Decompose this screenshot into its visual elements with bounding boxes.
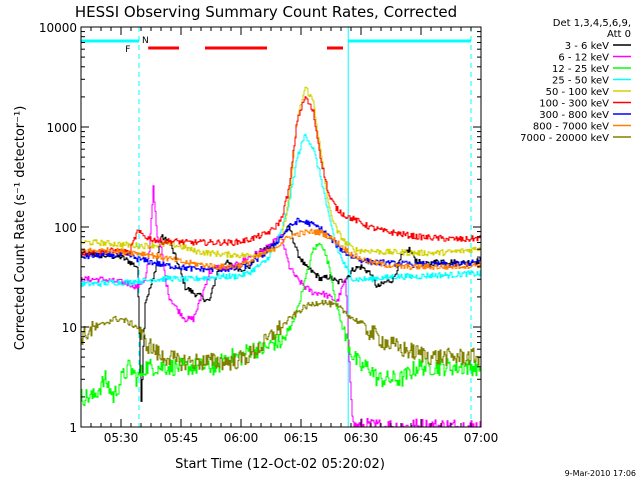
- chart-title: HESSI Observing Summary Count Rates, Cor…: [75, 3, 457, 21]
- legend-entry-label: 7000 - 20000 keV: [520, 133, 609, 144]
- footer-timestamp: 9-Mar-2010 17:06: [565, 469, 636, 478]
- x-tick-label: 05:45: [164, 431, 199, 445]
- series-layer: [81, 86, 481, 427]
- y-axis-label: Corrected Count Rate (s⁻¹ detector⁻¹): [13, 106, 28, 351]
- legend-entry-label: 12 - 25 keV: [552, 64, 609, 75]
- legend-entry-label: 6 - 12 keV: [558, 53, 609, 64]
- y-tick-label: 1: [69, 421, 77, 435]
- x-tick-label: 07:00: [464, 431, 499, 445]
- x-tick-label: 06:30: [344, 431, 379, 445]
- series-line-9: [81, 299, 481, 372]
- flare-flag-label: F: [125, 45, 130, 55]
- y-tick-label: 10000: [39, 21, 77, 35]
- series-line-4: [81, 133, 481, 287]
- y-tick-label: 1000: [46, 121, 77, 135]
- legend-entry-label: 100 - 300 keV: [539, 99, 609, 110]
- night-flag-label: N: [142, 36, 149, 46]
- legend-header: Det 1,3,4,5,6,9,: [553, 18, 631, 29]
- axes-layer: 05:30 05:45 06:00 06:15 06:30 06:45 07:00 1 10 10…: [39, 21, 498, 445]
- x-tick-label: 06:15: [284, 431, 319, 445]
- legend-entry-label: 50 - 100 keV: [546, 87, 610, 98]
- x-axis-label: Start Time (12-Oct-02 05:20:02): [175, 457, 385, 472]
- legend-entry-label: 800 - 7000 keV: [533, 122, 609, 133]
- x-tick-label: 06:00: [224, 431, 259, 445]
- series-line-3: [81, 242, 481, 406]
- y-tick-label: 10: [62, 321, 77, 335]
- legend-header: Att 0: [607, 29, 631, 40]
- legend-entry-label: 25 - 50 keV: [552, 76, 609, 87]
- x-tick-label: 05:30: [104, 431, 139, 445]
- series-line-6: [81, 96, 481, 256]
- x-tick-label: 06:45: [404, 431, 439, 445]
- series-line-8: [81, 228, 481, 271]
- y-tick-label: 100: [54, 221, 77, 235]
- legend-entry-label: 3 - 6 keV: [565, 41, 609, 52]
- legend-entry-label: 300 - 800 keV: [539, 110, 609, 121]
- series-line-5: [81, 86, 481, 259]
